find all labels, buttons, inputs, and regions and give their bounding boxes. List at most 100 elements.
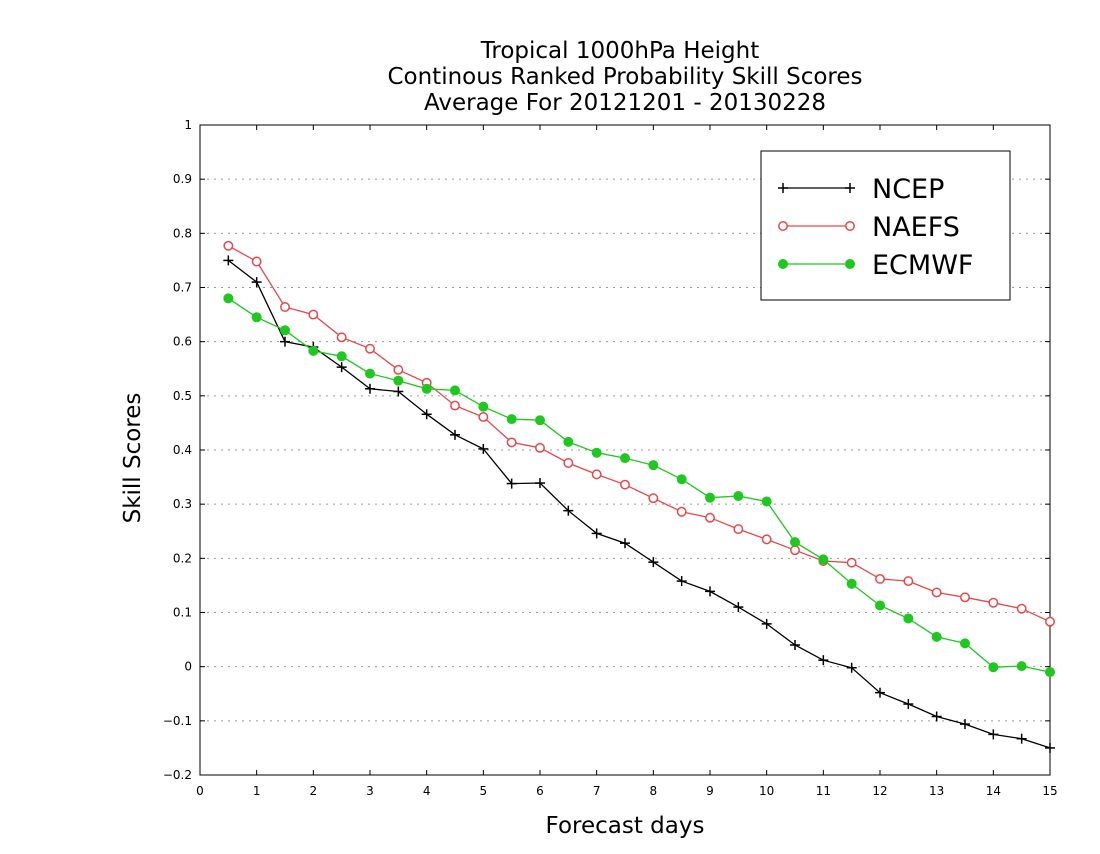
legend-label-ncep: NCEP xyxy=(872,174,944,205)
data-point-ecmwf xyxy=(790,537,800,548)
series-line-naefs xyxy=(227,245,1051,623)
x-tick-label: 13 xyxy=(929,784,944,798)
legend-marker-end-ecmwf xyxy=(845,259,855,269)
legend-label-ecmwf: ECMWF xyxy=(872,250,973,281)
data-point-naefs xyxy=(931,587,942,598)
data-point-ecmwf xyxy=(421,383,432,394)
legend: NCEP NAEFS ECMWF xyxy=(760,150,1011,301)
legend-item-naefs: NAEFS xyxy=(778,212,960,243)
data-point-naefs xyxy=(705,512,715,523)
y-tick-label: 0.1 xyxy=(173,606,192,620)
x-tick-label: 4 xyxy=(423,784,431,798)
series-line-ecmwf xyxy=(227,297,1051,673)
series-ecmwf xyxy=(223,293,1055,678)
y-tick-label: 0 xyxy=(184,660,192,674)
data-point-ecmwf xyxy=(478,401,489,412)
data-point-ecmwf xyxy=(591,447,602,458)
y-tick-label: 0.6 xyxy=(173,335,192,349)
y-axis-label: Skill Scores xyxy=(120,393,146,524)
data-point-ecmwf xyxy=(676,474,687,485)
data-point-naefs xyxy=(223,240,234,251)
y-tick-label: 0.5 xyxy=(173,389,192,403)
data-point-ecmwf xyxy=(223,293,234,304)
data-point-naefs xyxy=(365,343,375,354)
data-point-naefs xyxy=(903,576,914,587)
x-tick-label: 6 xyxy=(536,784,544,798)
data-point-naefs xyxy=(563,458,574,468)
data-point-naefs xyxy=(308,309,319,320)
data-point-naefs xyxy=(648,493,659,504)
data-point-ecmwf xyxy=(393,375,404,386)
x-axis-label: Forecast days xyxy=(546,813,705,839)
data-point-ecmwf xyxy=(563,436,574,447)
data-point-naefs xyxy=(506,437,517,448)
data-point-ecmwf xyxy=(931,631,942,642)
data-point-ecmwf xyxy=(875,600,885,611)
data-point-ecmwf xyxy=(1045,667,1055,678)
data-point-ecmwf xyxy=(846,578,857,589)
data-point-naefs xyxy=(846,557,857,568)
data-point-naefs xyxy=(450,400,460,411)
y-tick-label: 0.2 xyxy=(173,551,192,565)
x-tick-label: 14 xyxy=(986,784,1001,798)
data-point-ecmwf xyxy=(535,415,545,426)
legend-marker-end-naefs xyxy=(845,221,855,231)
x-tick-label: 5 xyxy=(480,784,488,798)
data-point-ecmwf xyxy=(308,345,319,356)
series-layer xyxy=(223,240,1055,753)
axis-layer: −0.2−0.100.10.20.30.40.50.60.70.80.910 1 2… xyxy=(163,118,1058,798)
legend-marker-start-ecmwf xyxy=(778,259,788,269)
data-point-ecmwf xyxy=(336,351,347,362)
y-tick-label: 1 xyxy=(184,118,192,132)
data-point-naefs xyxy=(620,479,630,490)
data-point-ecmwf xyxy=(251,312,262,323)
y-tick-label: 0.8 xyxy=(173,226,192,240)
data-point-ecmwf xyxy=(903,613,914,624)
x-tick-label: 8 xyxy=(650,784,658,798)
data-point-ecmwf xyxy=(506,414,517,425)
data-point-naefs xyxy=(761,534,772,545)
y-tick-label: 0.9 xyxy=(173,172,192,186)
x-tick-label: 11 xyxy=(816,784,831,798)
data-point-naefs xyxy=(676,506,687,517)
chart-title-line-2: Continous Ranked Probability Skill Score… xyxy=(387,64,862,90)
data-point-naefs xyxy=(875,573,885,584)
y-tick-label: −0.2 xyxy=(163,768,192,782)
y-tick-label: 0.3 xyxy=(173,497,192,511)
y-tick-label: 0.7 xyxy=(173,281,192,295)
data-point-naefs xyxy=(790,545,800,556)
data-point-ecmwf xyxy=(761,496,772,507)
data-point-naefs xyxy=(280,302,290,312)
data-point-ecmwf xyxy=(450,385,460,396)
data-point-ecmwf xyxy=(960,638,970,649)
data-point-ecmwf xyxy=(988,662,999,673)
data-point-naefs xyxy=(336,332,347,343)
data-point-ecmwf xyxy=(620,453,630,464)
data-point-naefs xyxy=(478,412,489,422)
data-point-naefs xyxy=(988,597,999,608)
y-tick-label: 0.4 xyxy=(173,443,192,457)
chart-title-line-1: Tropical 1000hPa Height xyxy=(480,38,760,64)
y-tick-label: −0.1 xyxy=(163,714,192,728)
x-tick-label: 3 xyxy=(366,784,374,798)
chart-title-line-3: Average For 20121201 - 20130228 xyxy=(424,90,826,116)
legend-item-ecmwf: ECMWF xyxy=(778,250,973,281)
data-point-naefs xyxy=(251,256,262,267)
data-point-naefs xyxy=(733,524,744,535)
data-point-naefs xyxy=(535,442,545,453)
data-point-ecmwf xyxy=(705,492,715,503)
data-point-ecmwf xyxy=(280,325,290,336)
x-tick-label: 10 xyxy=(759,784,774,798)
series-naefs xyxy=(223,240,1055,627)
x-tick-label: 0 xyxy=(196,784,204,798)
data-point-naefs xyxy=(393,364,404,375)
data-point-ecmwf xyxy=(733,491,744,502)
x-tick-label: 7 xyxy=(593,784,601,798)
legend-marker-start-naefs xyxy=(778,221,788,231)
data-point-naefs xyxy=(591,469,602,480)
data-point-naefs xyxy=(960,592,970,603)
x-tick-label: 9 xyxy=(706,784,714,798)
series-ncep xyxy=(223,255,1055,753)
